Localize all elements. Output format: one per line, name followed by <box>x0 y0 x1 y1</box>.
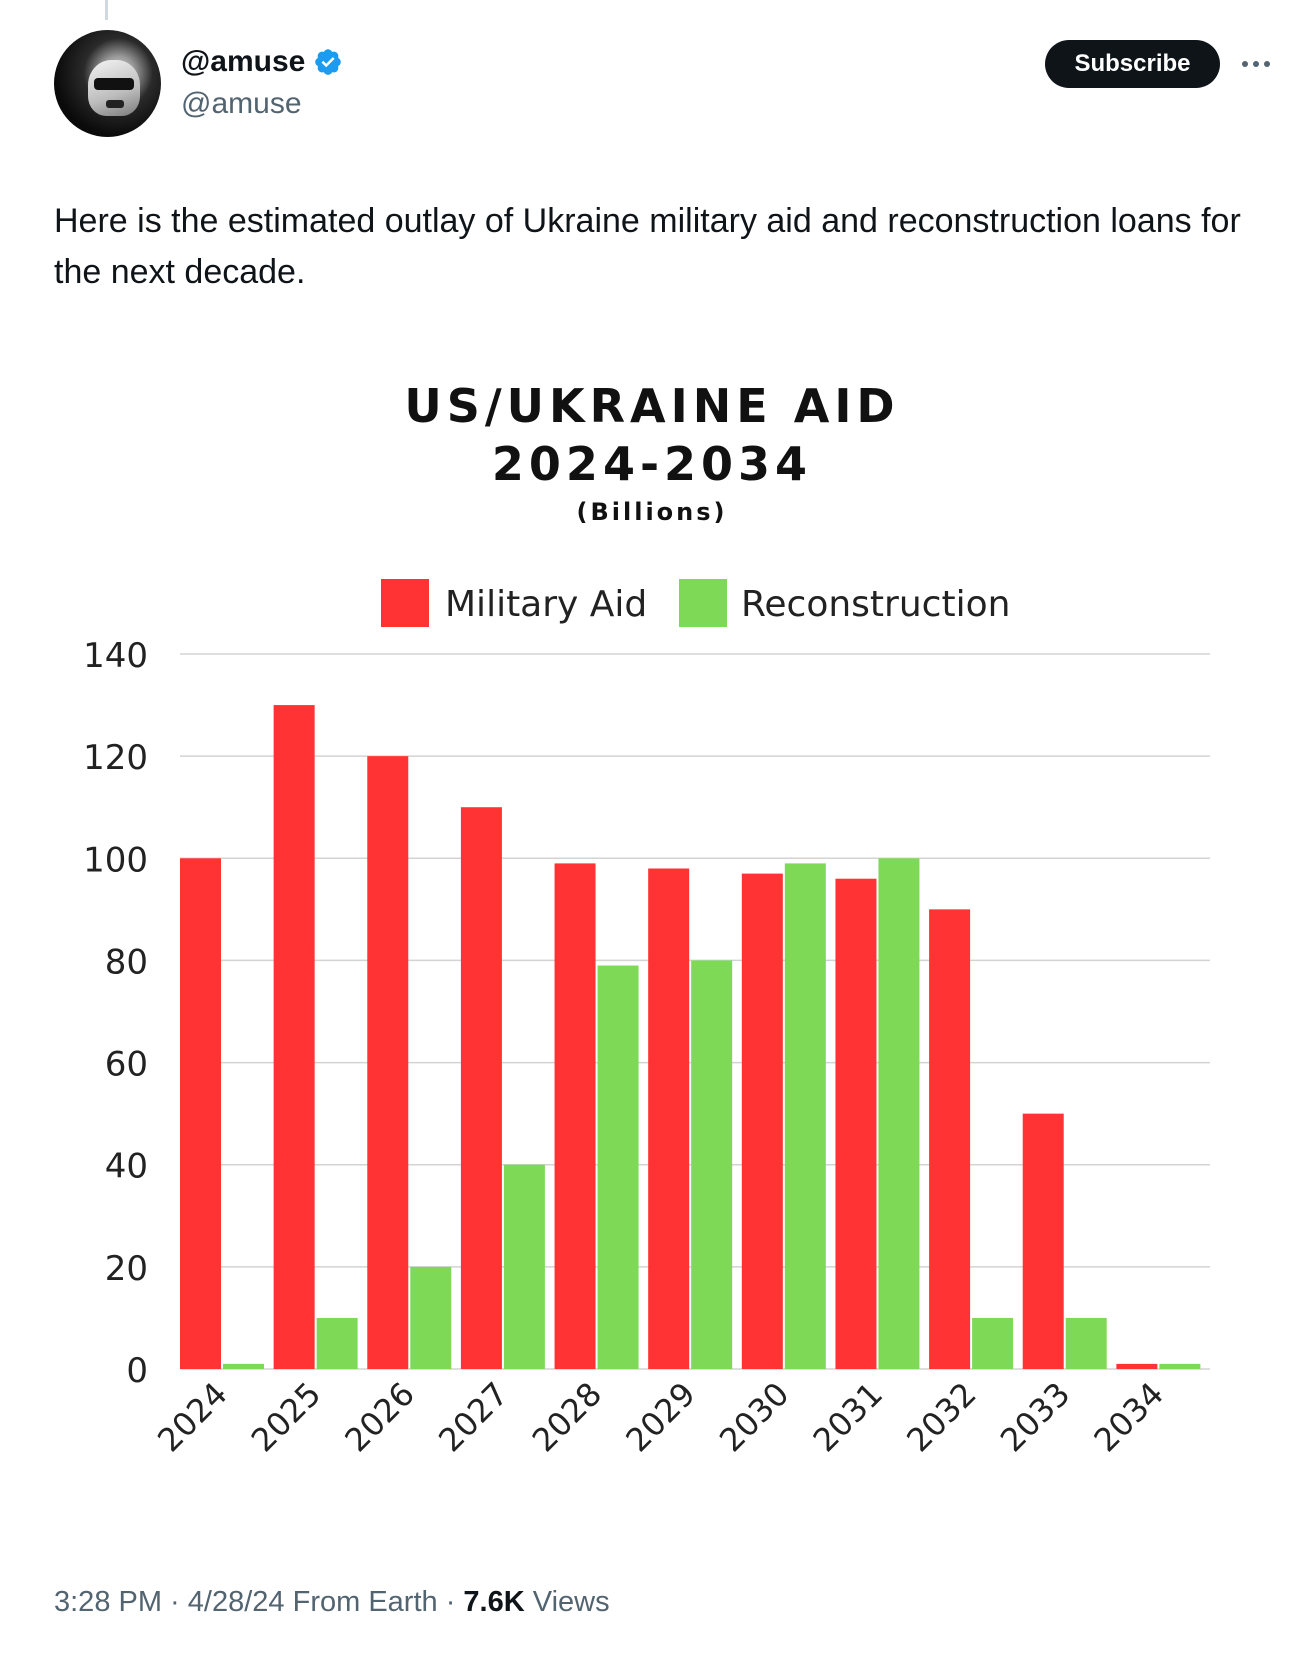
helmet-visor <box>94 78 134 90</box>
x-tick-label-2034: 2034 <box>1087 1375 1171 1459</box>
author-name-row[interactable]: @amuse <box>181 44 343 80</box>
more-horizontal-icon[interactable] <box>1238 50 1274 78</box>
x-tick-label-2032: 2032 <box>899 1375 983 1459</box>
bar-military-aid-2030 <box>741 873 783 1369</box>
x-tick-label-2025: 2025 <box>244 1375 328 1459</box>
bar-reconstruction-2027 <box>503 1164 545 1369</box>
chart-subtitle: (Billions) <box>577 498 728 526</box>
bar-military-aid-2031 <box>835 878 877 1369</box>
chart-legend: Military Aid Reconstruction <box>381 579 1010 627</box>
y-axis-tick-labels: 0 20 40 60 80 100 120 140 <box>83 636 148 1391</box>
author-handle[interactable]: @amuse <box>181 87 302 120</box>
x-tick-label-2029: 2029 <box>618 1375 702 1459</box>
tweet-text: Here is the estimated outlay of Ukraine … <box>54 202 1241 291</box>
subscribe-button[interactable]: Subscribe <box>1045 40 1220 88</box>
bar-reconstruction-2032 <box>972 1317 1014 1369</box>
bar-military-aid-2032 <box>929 909 971 1369</box>
chart-title-line1: US/UKRAINE AID <box>404 379 899 433</box>
y-tick-label: 0 <box>126 1351 148 1391</box>
avatar[interactable] <box>54 30 161 137</box>
bar-military-aid-2024 <box>180 858 221 1369</box>
chart-bars <box>180 705 1201 1369</box>
timestamp-separator: · <box>162 1586 188 1618</box>
bar-reconstruction-2028 <box>597 965 639 1369</box>
verified-badge-icon <box>315 49 342 75</box>
tweet-date: 4/28/24 <box>187 1586 285 1618</box>
legend-label-military-aid: Military Aid <box>445 584 647 625</box>
bar-reconstruction-2026 <box>410 1266 452 1369</box>
tweet-location: From Earth <box>284 1586 438 1618</box>
x-tick-label-2030: 2030 <box>712 1375 796 1459</box>
x-tick-label-2026: 2026 <box>337 1375 421 1459</box>
legend-swatch-military-aid <box>381 579 429 627</box>
y-tick-label: 80 <box>105 942 148 982</box>
legend-swatch-reconstruction <box>679 579 727 627</box>
x-tick-label-2027: 2027 <box>431 1375 515 1459</box>
tweet-time: 3:28 PM <box>54 1586 162 1618</box>
x-tick-label-2024: 2024 <box>150 1375 234 1459</box>
bar-reconstruction-2025 <box>316 1317 358 1369</box>
bar-reconstruction-2031 <box>878 858 920 1369</box>
display-name[interactable]: @amuse <box>181 45 306 78</box>
bar-military-aid-2033 <box>1022 1113 1064 1369</box>
bar-reconstruction-2033 <box>1065 1317 1107 1369</box>
x-tick-label-2028: 2028 <box>525 1375 609 1459</box>
x-tick-label-2031: 2031 <box>806 1375 890 1459</box>
helmet-mouth <box>106 100 124 108</box>
bar-military-aid-2027 <box>460 807 502 1369</box>
bar-military-aid-2026 <box>367 756 409 1369</box>
views-separator: · <box>437 1586 464 1618</box>
y-tick-label: 120 <box>83 738 148 778</box>
bar-reconstruction-2029 <box>691 960 733 1369</box>
thread-connector-line <box>105 0 108 20</box>
y-tick-label: 20 <box>105 1249 148 1289</box>
y-tick-label: 140 <box>83 636 148 676</box>
bar-reconstruction-2034 <box>1159 1363 1201 1369</box>
bar-military-aid-2029 <box>648 868 690 1369</box>
bar-military-aid-2025 <box>273 705 315 1369</box>
views-count: 7.6K <box>463 1586 525 1618</box>
x-axis-tick-labels: 2024 2025 2026 2027 2028 2029 2030 2031 2032 2033… <box>150 1375 1171 1459</box>
x-tick-label-2033: 2033 <box>993 1375 1077 1459</box>
y-tick-label: 40 <box>105 1147 148 1187</box>
legend-label-reconstruction: Reconstruction <box>741 584 1010 625</box>
y-tick-label: 100 <box>83 840 148 880</box>
bar-chart[interactable]: US/UKRAINE AID 2024-2034 (Billions) Mili… <box>0 360 1292 1490</box>
bar-reconstruction-2030 <box>784 863 826 1369</box>
bar-military-aid-2028 <box>554 863 596 1369</box>
chart-title-line2: 2024-2034 <box>492 437 812 491</box>
tweet-timestamp[interactable]: 3:28 PM · 4/28/24 From Earth · 7.6K View… <box>54 1584 610 1620</box>
bar-reconstruction-2024 <box>223 1363 264 1369</box>
views-label: Views <box>524 1586 610 1618</box>
bar-military-aid-2034 <box>1116 1363 1158 1369</box>
y-tick-label: 60 <box>105 1045 148 1085</box>
